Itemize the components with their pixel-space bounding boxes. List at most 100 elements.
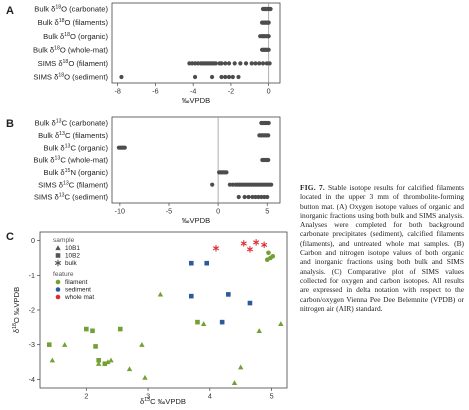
panel-a-row-label: Bulk δ18O (whole-mat) xyxy=(33,45,108,54)
panel-c-data-point xyxy=(126,366,133,372)
panel-b-row-label: Bulk δ13C (organic) xyxy=(44,143,109,152)
panel-b-x-tick-label: 5 xyxy=(265,207,269,216)
panel-c-y-axis-label: δ18O ‰VPDB xyxy=(12,287,21,333)
panel-c-data-point xyxy=(62,341,68,347)
legend-feature-title: feature xyxy=(53,271,74,278)
panel-a-x-tick-label: -4 xyxy=(190,87,196,96)
panel-c-data-point xyxy=(95,361,102,366)
panel-c-data-point xyxy=(157,291,164,297)
panel-a-data-point xyxy=(266,47,271,52)
panel-c-data-point xyxy=(188,260,194,266)
panel-a-data-point xyxy=(226,74,232,80)
panel-b-data-point xyxy=(265,194,270,200)
panel-b-x-tick-label: -5 xyxy=(166,207,172,216)
panel-a-data-point xyxy=(236,74,241,80)
panel-c-data-point xyxy=(96,357,101,363)
panel-b-data-point xyxy=(210,182,215,187)
panel-c-x-axis-label: δ13C ‰VPDB xyxy=(140,397,186,406)
panel-b-data-point xyxy=(242,194,247,200)
panel-b-data-point xyxy=(236,194,241,200)
panel-c-data-point xyxy=(46,342,52,347)
panel-b-data-points xyxy=(116,120,274,200)
panel-a-row-label: Bulk δ18O (organic) xyxy=(43,32,108,41)
legend-marker-bulk xyxy=(55,259,61,267)
legend-sample-title: sample xyxy=(53,237,75,244)
panel-c-data-point xyxy=(226,292,231,297)
panel-a-data-point xyxy=(230,74,235,80)
panel-b-data-point xyxy=(269,182,274,187)
panel-c-data-point xyxy=(195,319,200,325)
panel-b: B Bulk δ13C (carbonate) Bulk δ13C (filame… xyxy=(6,116,281,225)
panel-c-data-point xyxy=(200,321,207,327)
panel-a-data-point xyxy=(226,61,232,66)
panel-a: A Bulk δ18O (carbonate) Bulk δ18O (filame… xyxy=(6,2,281,105)
panel-c-letter: C xyxy=(6,231,14,243)
panel-b-row-label: Bulk δ13C (whole-mat) xyxy=(33,156,108,165)
panel-c-x-tick-label: 3 xyxy=(146,392,150,401)
legend-label-10B1: 10B1 xyxy=(65,245,80,252)
panel-c-data-point xyxy=(108,357,114,363)
caption-text: Stable isotope results for calcified fil… xyxy=(300,183,464,313)
panel-c-x-tick-label: 5 xyxy=(270,392,274,401)
panel-a-data-point xyxy=(223,61,228,66)
panel-b-data-point xyxy=(224,170,229,175)
panel-b-data-point xyxy=(262,194,267,200)
panel-a-data-point xyxy=(267,61,272,66)
panel-b-data-point xyxy=(122,145,127,150)
figure-caption: FIG. 7. Stable isotope results for calci… xyxy=(300,183,464,313)
panel-a-data-point xyxy=(243,61,249,66)
panel-a-data-point xyxy=(238,61,243,66)
panel-a-letter: A xyxy=(6,5,14,17)
panel-b-row-label: Bulk δ13C (carbonate) xyxy=(35,119,109,128)
panel-c-y-tick-label: -1 xyxy=(29,271,35,280)
panel-b-data-point xyxy=(266,120,271,126)
panel-c-data-point xyxy=(240,240,247,247)
panel-a-x-tick-label: -6 xyxy=(152,87,158,96)
panel-c-data-point xyxy=(264,257,270,263)
legend-marker-10B2 xyxy=(55,253,61,258)
panel-c-data-point xyxy=(102,361,108,367)
panel-b-x-tick-label: 0 xyxy=(216,207,220,216)
panel-a-x-tick-label: -2 xyxy=(228,87,234,96)
panel-c-data-point xyxy=(270,253,276,259)
panel-b-row-label: SIMS δ13C (filament) xyxy=(38,180,108,189)
legend-marker-sediment xyxy=(55,287,61,292)
legend-label-10B2: 10B2 xyxy=(65,253,80,260)
panel-c-y-tick-label: 0 xyxy=(31,236,35,245)
panel-a-data-point xyxy=(219,61,224,66)
panel-b-x-axis-label: ‰VPDB xyxy=(182,216,210,225)
panel-c-data-point xyxy=(261,241,268,249)
panel-b-data-point xyxy=(230,182,235,187)
panel-a-data-point xyxy=(223,74,228,80)
panel-a-row-label: Bulk δ18O (carbonate) xyxy=(34,5,108,14)
panel-c-data-points xyxy=(46,239,284,385)
panel-c-data-point xyxy=(246,245,253,253)
panel-a-data-point xyxy=(213,61,218,66)
panel-a-data-point xyxy=(253,61,258,66)
panel-b-data-point xyxy=(250,194,255,200)
panel-b-x-ticks: -10 -5 0 5 xyxy=(115,203,269,216)
legend-marker-filament xyxy=(55,279,61,285)
panel-c-data-point xyxy=(278,321,284,327)
panel-a-data-point xyxy=(119,74,124,80)
panel-a-data-point xyxy=(266,34,271,39)
panel-c-data-point xyxy=(213,244,219,252)
panel-c-data-point xyxy=(139,341,145,347)
panel-a-row-labels: Bulk δ18O (carbonate) Bulk δ18O (filament… xyxy=(33,5,108,82)
panel-c-data-point xyxy=(105,359,111,365)
panel-c-data-point xyxy=(49,357,56,363)
panel-b-letter: B xyxy=(6,118,14,130)
panel-c-data-point xyxy=(266,250,271,256)
panel-c-data-point xyxy=(204,260,210,266)
panel-b-data-point xyxy=(253,194,258,200)
panel-a-row-label: SIMS δ18O (sediment) xyxy=(33,73,108,82)
panel-c-data-point xyxy=(231,380,238,385)
panel-b-data-point xyxy=(227,182,232,187)
panel-c-axis-ticks: 2 3 4 5 0 -1 -2 -3 -4 xyxy=(29,236,274,400)
caption-figure-label: FIG. 7. xyxy=(300,183,325,192)
legend-marker-whole-mat xyxy=(55,294,61,300)
panel-a-plot-frame xyxy=(111,2,281,84)
panel-a-x-ticks: -8 -6 -4 -2 0 xyxy=(114,83,271,96)
panel-b-x-tick-label: -10 xyxy=(115,207,125,216)
panel-a-data-point xyxy=(232,61,237,66)
